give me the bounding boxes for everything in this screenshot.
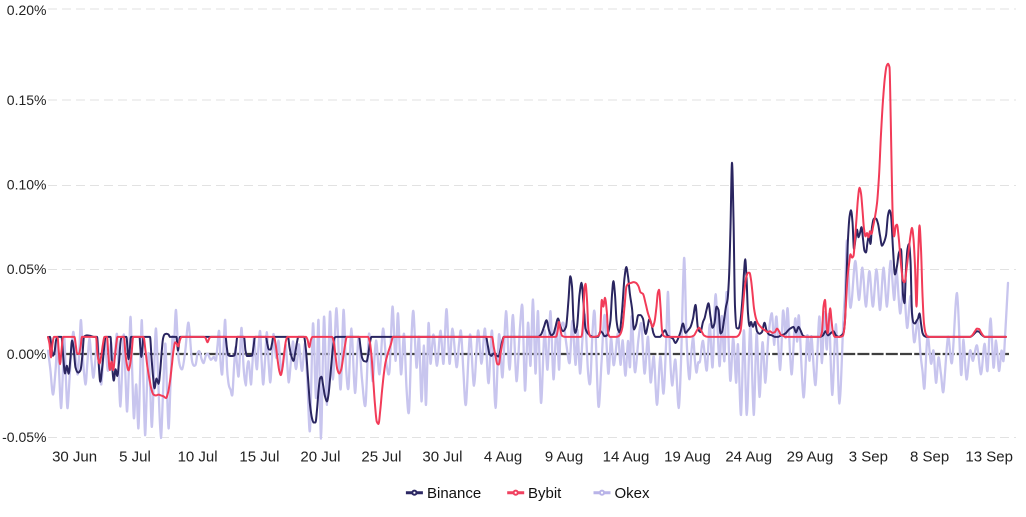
svg-text:13 Sep: 13 Sep xyxy=(965,449,1013,466)
svg-text:0.10%: 0.10% xyxy=(7,177,47,193)
svg-text:19 Aug: 19 Aug xyxy=(664,449,711,466)
svg-text:15 Jul: 15 Jul xyxy=(239,449,279,466)
svg-text:Binance: Binance xyxy=(427,485,481,502)
svg-text:14 Aug: 14 Aug xyxy=(603,449,650,466)
svg-text:Bybit: Bybit xyxy=(528,485,562,502)
svg-text:0.05%: 0.05% xyxy=(7,261,47,277)
svg-text:29 Aug: 29 Aug xyxy=(787,449,834,466)
svg-text:0.00%: 0.00% xyxy=(7,346,47,362)
svg-text:0.15%: 0.15% xyxy=(7,92,47,108)
svg-text:0.20%: 0.20% xyxy=(7,2,47,18)
svg-text:25 Jul: 25 Jul xyxy=(361,449,401,466)
svg-text:30 Jun: 30 Jun xyxy=(52,449,97,466)
svg-text:24 Aug: 24 Aug xyxy=(725,449,772,466)
svg-text:10 Jul: 10 Jul xyxy=(178,449,218,466)
svg-text:3 Sep: 3 Sep xyxy=(849,449,888,466)
svg-text:20 Jul: 20 Jul xyxy=(300,449,340,466)
svg-text:8 Sep: 8 Sep xyxy=(910,449,949,466)
svg-text:4 Aug: 4 Aug xyxy=(484,449,522,466)
svg-text:5 Jul: 5 Jul xyxy=(119,449,151,466)
svg-text:Okex: Okex xyxy=(615,485,651,502)
svg-text:-0.05%: -0.05% xyxy=(2,429,46,445)
svg-text:9 Aug: 9 Aug xyxy=(545,449,583,466)
svg-text:30 Jul: 30 Jul xyxy=(422,449,462,466)
